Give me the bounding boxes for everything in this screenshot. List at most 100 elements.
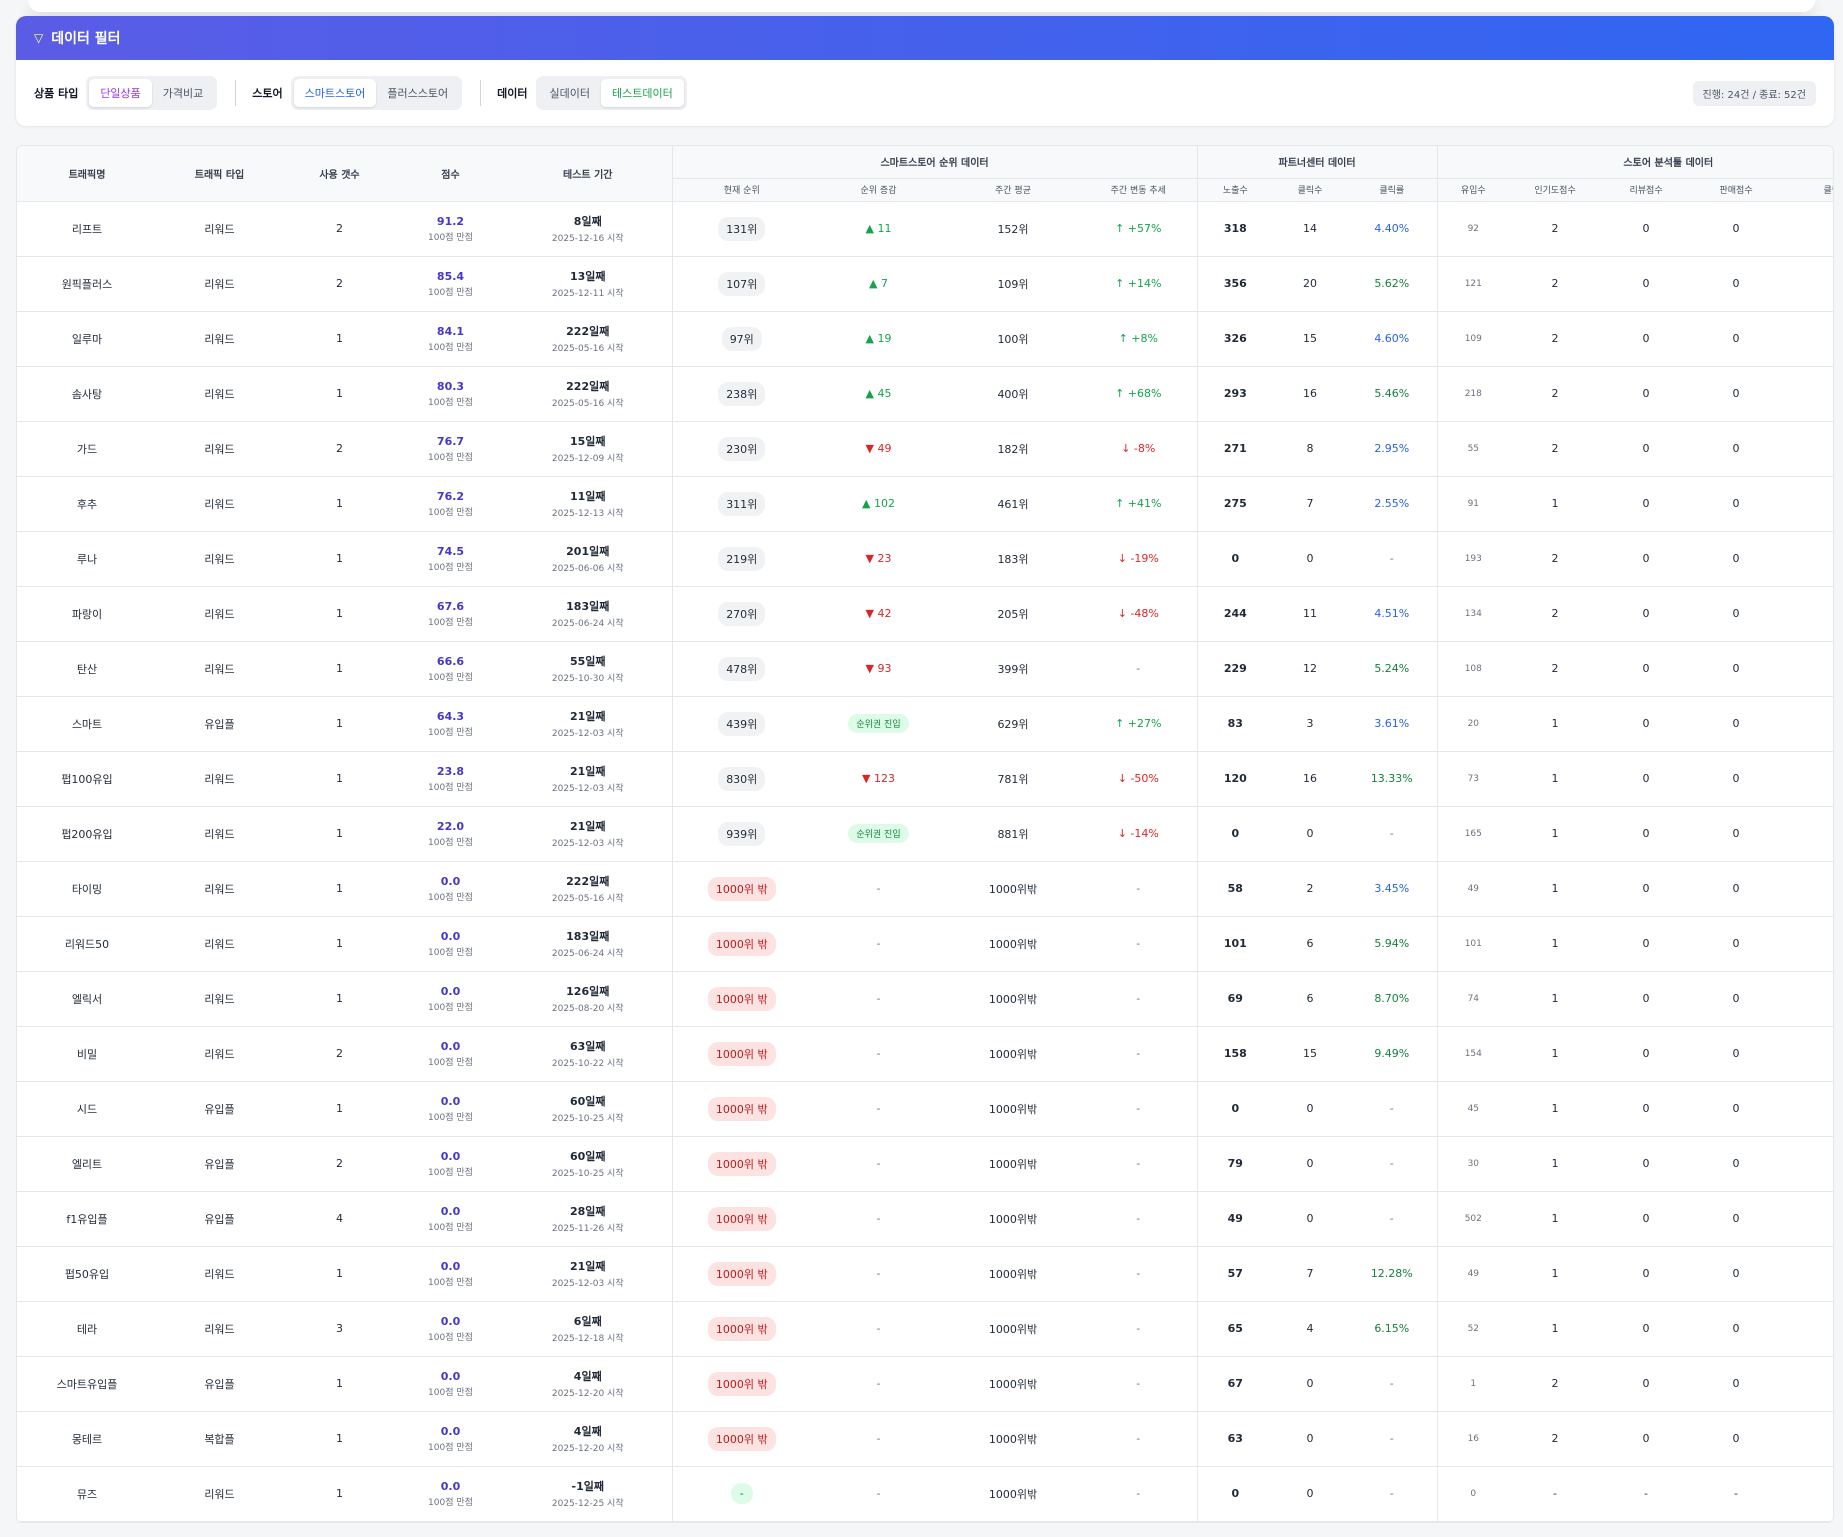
traffic-name-cell: 몽테르	[17, 1411, 157, 1467]
header-rank-change: 순위 증감	[811, 178, 946, 202]
click-score-cell: 1	[1781, 971, 1833, 1027]
score-value: 84.1	[436, 324, 465, 338]
table-row[interactable]: 타이밍 리워드 1 0.0 100점 만점 222일째 2025-05-16 시작 1000위…	[17, 861, 1833, 917]
weekly-trend-value: -	[1136, 1432, 1141, 1445]
filter-header: ▽ 데이터 필터	[16, 16, 1834, 60]
use-count-cell: 4	[282, 1191, 397, 1247]
table-row[interactable]: 시드 유입플 1 0.0 100점 만점 60일째 2025-10-25 시작 1000위 밖…	[17, 1081, 1833, 1137]
clicks-cell: 20	[1273, 256, 1348, 312]
click-score-cell: -	[1781, 1466, 1833, 1522]
table-row[interactable]: 몽테르 복합플 1 0.0 100점 만점 4일째 2025-12-20 시작 1000위 밖…	[17, 1411, 1833, 1467]
table-row[interactable]: 비밀 리워드 2 0.0 100점 만점 63일째 2025-10-22 시작 1000위 밖…	[17, 1026, 1833, 1082]
product-type-single-button[interactable]: 단일상품	[89, 79, 152, 107]
table-row[interactable]: 루나 리워드 1 74.5 100점 만점 201일째 2025-06-06 시작 219위 ▼…	[17, 531, 1833, 587]
weekly-trend-value: ↑ +8%	[1118, 332, 1158, 345]
table-row[interactable]: 스마트 유입플 1 64.3 100점 만점 21일째 2025-12-03 시작 439위 순…	[17, 696, 1833, 752]
score-max-label: 100점 만점	[428, 232, 473, 243]
score-value: 23.8	[436, 764, 465, 778]
header-ctr: 클릭률	[1347, 178, 1438, 202]
test-start-date: 2025-06-24 시작	[551, 619, 624, 629]
score-value: 0.0	[440, 1039, 461, 1053]
table-row[interactable]: 탄산 리워드 1 66.6 100점 만점 55일째 2025-10-30 시작 478위 ▼ …	[17, 641, 1833, 697]
rank-change-value: -	[876, 1322, 881, 1335]
store-smartstore-button[interactable]: 스마트스토어	[293, 79, 377, 107]
rank-change-value: ▲ 11	[865, 222, 892, 235]
data-real-button[interactable]: 실데이터	[549, 87, 590, 100]
weekly-trend-value: -	[1136, 1487, 1141, 1500]
header-popularity: 인기도점수	[1509, 178, 1602, 202]
popularity-cell: 2	[1509, 256, 1602, 312]
table-row[interactable]: 파랑이 리워드 1 67.6 100점 만점 183일째 2025-06-24 시작 270위…	[17, 586, 1833, 642]
test-start-date: 2025-12-09 시작	[551, 454, 624, 464]
table-row[interactable]: 리워드50 리워드 1 0.0 100점 만점 183일째 2025-06-24 시작 100…	[17, 916, 1833, 972]
weekly-avg-cell: 1000위밖	[946, 1301, 1080, 1357]
impressions-cell: 79	[1196, 1136, 1274, 1192]
score-cell: 0.0 100점 만점	[397, 1026, 504, 1082]
test-period-cell: 11일째 2025-12-13 시작	[504, 476, 672, 532]
popularity-cell: 1	[1509, 861, 1602, 917]
use-count-cell: 1	[282, 806, 397, 862]
current-rank-badge: 1000위 밖	[707, 1261, 776, 1286]
current-rank-cell: 219위	[671, 531, 811, 587]
current-rank-cell: 97위	[671, 311, 811, 367]
weekly-trend-cell: -	[1080, 1466, 1198, 1522]
ctr-cell: -	[1347, 531, 1438, 587]
impressions-cell: 244	[1196, 586, 1274, 642]
current-rank-cell: 830위	[671, 751, 811, 807]
inflow-cell: 74	[1436, 971, 1510, 1027]
table-row[interactable]: 가드 리워드 2 76.7 100점 만점 15일째 2025-12-09 시작 230위 ▼ …	[17, 421, 1833, 477]
table-row[interactable]: 엘릭서 리워드 1 0.0 100점 만점 126일째 2025-08-20 시작 1000위…	[17, 971, 1833, 1027]
table-row[interactable]: 뮤즈 리워드 1 0.0 100점 만점 -1일째 2025-12-25 시작 - -1000위…	[17, 1466, 1833, 1522]
test-days: 222일째	[566, 325, 610, 338]
store-label: 스토어	[252, 87, 283, 100]
table-row[interactable]: 엘리트 유입플 2 0.0 100점 만점 60일째 2025-10-25 시작 1000위 …	[17, 1136, 1833, 1192]
rank-change-value: ▼ 23	[865, 552, 892, 565]
divider	[480, 80, 482, 106]
use-count-cell: 1	[282, 861, 397, 917]
test-period-cell: 21일째 2025-12-03 시작	[504, 751, 672, 807]
table-row[interactable]: f1유입플 유입플 4 0.0 100점 만점 28일째 2025-11-26 시작 1000…	[17, 1191, 1833, 1247]
table-row[interactable]: 원픽플러스 리워드 2 85.4 100점 만점 13일째 2025-12-11 시작 107…	[17, 256, 1833, 312]
score-cell: 0.0 100점 만점	[397, 1466, 504, 1522]
clicks-cell: 0	[1273, 1466, 1348, 1522]
current-rank-cell: 1000위 밖	[671, 861, 811, 917]
sales-cell: 0	[1691, 1081, 1782, 1137]
review-cell: 0	[1601, 1136, 1692, 1192]
use-count-cell: 1	[282, 1466, 397, 1522]
current-rank-cell: 1000위 밖	[671, 1026, 811, 1082]
table-row[interactable]: 후추 리워드 1 76.2 100점 만점 11일째 2025-12-13 시작 311위 ▲ …	[17, 476, 1833, 532]
ctr-cell: 3.45%	[1347, 861, 1438, 917]
test-start-date: 2025-12-20 시작	[551, 1389, 624, 1399]
product-type-compare-button[interactable]: 가격비교	[162, 87, 204, 100]
table-row[interactable]: 스마트유입플 유입플 1 0.0 100점 만점 4일째 2025-12-20 시작 1000…	[17, 1356, 1833, 1412]
table-row[interactable]: 일루마 리워드 1 84.1 100점 만점 222일째 2025-05-16 시작 97위 ▲…	[17, 311, 1833, 367]
data-test-button[interactable]: 테스트데이터	[600, 79, 684, 107]
table-row[interactable]: 펍100유입 리워드 1 23.8 100점 만점 21일째 2025-12-03 시작 83…	[17, 751, 1833, 807]
inflow-cell: 1	[1436, 1356, 1510, 1412]
table-row[interactable]: 펍50유입 리워드 1 0.0 100점 만점 21일째 2025-12-03 시작 1000…	[17, 1246, 1833, 1302]
use-count-cell: 1	[282, 586, 397, 642]
score-value: 0.0	[440, 1204, 461, 1218]
score-cell: 91.2 100점 만점	[397, 201, 504, 257]
table-row[interactable]: 솜사탕 리워드 1 80.3 100점 만점 222일째 2025-05-16 시작 238위…	[17, 366, 1833, 422]
ctr-cell: 5.62%	[1347, 256, 1438, 312]
inflow-cell: 49	[1436, 1246, 1510, 1302]
test-start-date: 2025-12-25 시작	[551, 1499, 624, 1509]
click-score-cell: 3	[1781, 256, 1833, 312]
table-row[interactable]: 테라 리워드 3 0.0 100점 만점 6일째 2025-12-18 시작 1000위 밖 -…	[17, 1301, 1833, 1357]
review-cell: 0	[1601, 1026, 1692, 1082]
click-score-cell: 2	[1781, 421, 1833, 477]
inflow-cell: 134	[1436, 586, 1510, 642]
popularity-cell: 2	[1509, 311, 1602, 367]
table-row[interactable]: 리프트 리워드 2 91.2 100점 만점 8일째 2025-12-16 시작 131위 ▲ …	[17, 201, 1833, 257]
inflow-cell: 20	[1436, 696, 1510, 752]
table-row[interactable]: 펍200유입 리워드 1 22.0 100점 만점 21일째 2025-12-03 시작 93…	[17, 806, 1833, 862]
inflow-cell: 92	[1436, 201, 1510, 257]
click-score-cell: 2	[1781, 201, 1833, 257]
sales-cell: 0	[1691, 1356, 1782, 1412]
impressions-cell: 120	[1196, 751, 1274, 807]
store-plusstore-button[interactable]: 플러스스토어	[387, 87, 449, 100]
use-count-cell: 2	[282, 1026, 397, 1082]
test-days: -1일째	[571, 1480, 604, 1493]
traffic-type-cell: 유입플	[157, 1081, 282, 1137]
